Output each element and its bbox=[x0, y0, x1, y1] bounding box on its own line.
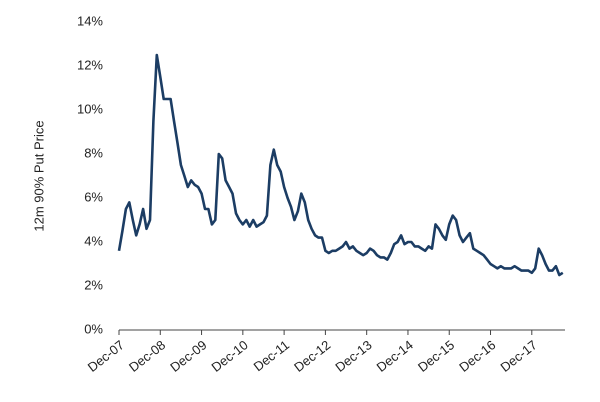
y-tick-label: 10% bbox=[77, 101, 103, 116]
y-tick-label: 12% bbox=[77, 57, 103, 72]
y-tick-label: 6% bbox=[84, 189, 103, 204]
y-tick-label: 2% bbox=[84, 277, 103, 292]
x-tick-label: Dec-09 bbox=[167, 337, 209, 375]
y-tick-label: 0% bbox=[84, 321, 103, 336]
x-tick-label: Dec-07 bbox=[85, 337, 127, 375]
x-tick-label: Dec-15 bbox=[415, 337, 457, 375]
y-tick-label: 4% bbox=[84, 233, 103, 248]
x-tick-label: Dec-08 bbox=[126, 337, 168, 375]
x-tick-label: Dec-12 bbox=[291, 337, 333, 375]
x-tick-label: Dec-11 bbox=[251, 337, 293, 374]
price-line bbox=[117, 53, 564, 277]
y-axis-label: 12m 90% Put Price bbox=[31, 120, 46, 231]
x-tick-label: Dec-17 bbox=[497, 337, 539, 375]
x-tick-label: Dec-13 bbox=[332, 337, 374, 375]
x-tick-label: Dec-16 bbox=[456, 337, 498, 375]
y-tick-label: 14% bbox=[77, 13, 103, 28]
x-tick-label: Dec-14 bbox=[374, 337, 416, 375]
y-tick-label: 8% bbox=[84, 145, 103, 160]
x-tick-label: Dec-10 bbox=[209, 337, 251, 375]
